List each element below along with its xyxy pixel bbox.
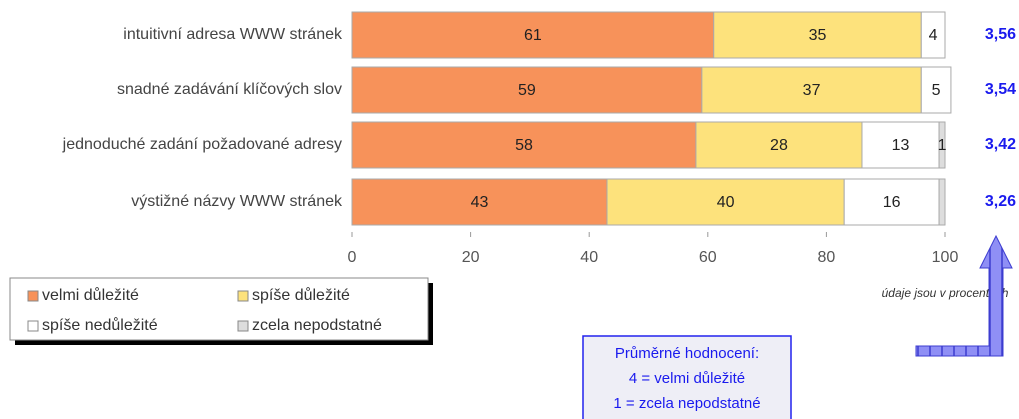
category-label: snadné zadávání klíčových slov: [117, 81, 342, 98]
bar-segment: [351, 121, 697, 169]
category-label: intuitivní adresa WWW stránek: [123, 26, 343, 43]
legend-label: velmi důležité: [42, 286, 139, 304]
score-label: 3,56: [985, 26, 1016, 43]
bar-segment: [351, 66, 703, 114]
x-tick-label: 40: [580, 249, 598, 266]
annotation: údaje jsou v procentech: [882, 286, 1009, 300]
note-line: Průměrné hodnocení:: [615, 345, 759, 362]
value-label: 13: [892, 137, 910, 154]
bar-segment: [938, 178, 946, 226]
legend-label: zcela nepodstatné: [252, 317, 382, 334]
bar-segment: [606, 178, 845, 226]
legend-swatch: [237, 320, 249, 332]
note-line: 1 = zcela nepodstatné: [613, 395, 760, 412]
legend-label: spíše nedůležité: [42, 316, 158, 334]
value-label: 61: [524, 27, 542, 44]
bar-segment: [695, 121, 863, 169]
note-line: 4 = velmi důležité: [629, 370, 745, 387]
bar-segment: [920, 66, 952, 114]
x-tick-label: 0: [348, 249, 357, 266]
legend-label: spíše důležité: [252, 286, 350, 304]
value-label: 28: [770, 137, 788, 154]
category-label: jednoduché zadání požadované adresy: [62, 136, 342, 153]
x-tick-label: 80: [818, 249, 836, 266]
bar-segment: [713, 11, 922, 59]
value-label: 37: [803, 82, 821, 99]
legend-swatch: [27, 290, 39, 302]
note-box: [582, 335, 792, 419]
legend-swatch: [237, 290, 249, 302]
bar-segment: [861, 121, 940, 169]
legend-swatch: [27, 320, 39, 332]
x-tick-label: 60: [699, 249, 717, 266]
bar-segment: [351, 178, 608, 226]
value-label: 40: [717, 194, 735, 211]
score-label: 3,42: [985, 136, 1016, 153]
category-label: výstižné názvy WWW stránek: [131, 193, 343, 210]
value-label: 43: [471, 194, 489, 211]
score-label: 3,26: [985, 193, 1016, 210]
bar-segment: [938, 121, 946, 169]
value-label: 5: [932, 82, 941, 99]
x-tick-label: 20: [462, 249, 480, 266]
value-label: 16: [883, 194, 901, 211]
value-label: 58: [515, 137, 533, 154]
arrow: [915, 234, 1013, 357]
bar-segment: [920, 11, 946, 59]
score-label: 3,54: [985, 81, 1016, 98]
value-label: 59: [518, 82, 536, 99]
bar-segment: [701, 66, 922, 114]
value-label: 4: [929, 27, 938, 44]
legend-box: [9, 277, 429, 341]
bar-segment: [843, 178, 940, 226]
value-label: 1: [938, 137, 947, 154]
value-label: 35: [809, 27, 827, 44]
x-tick-label: 100: [932, 249, 959, 266]
bar-segment: [351, 11, 715, 59]
